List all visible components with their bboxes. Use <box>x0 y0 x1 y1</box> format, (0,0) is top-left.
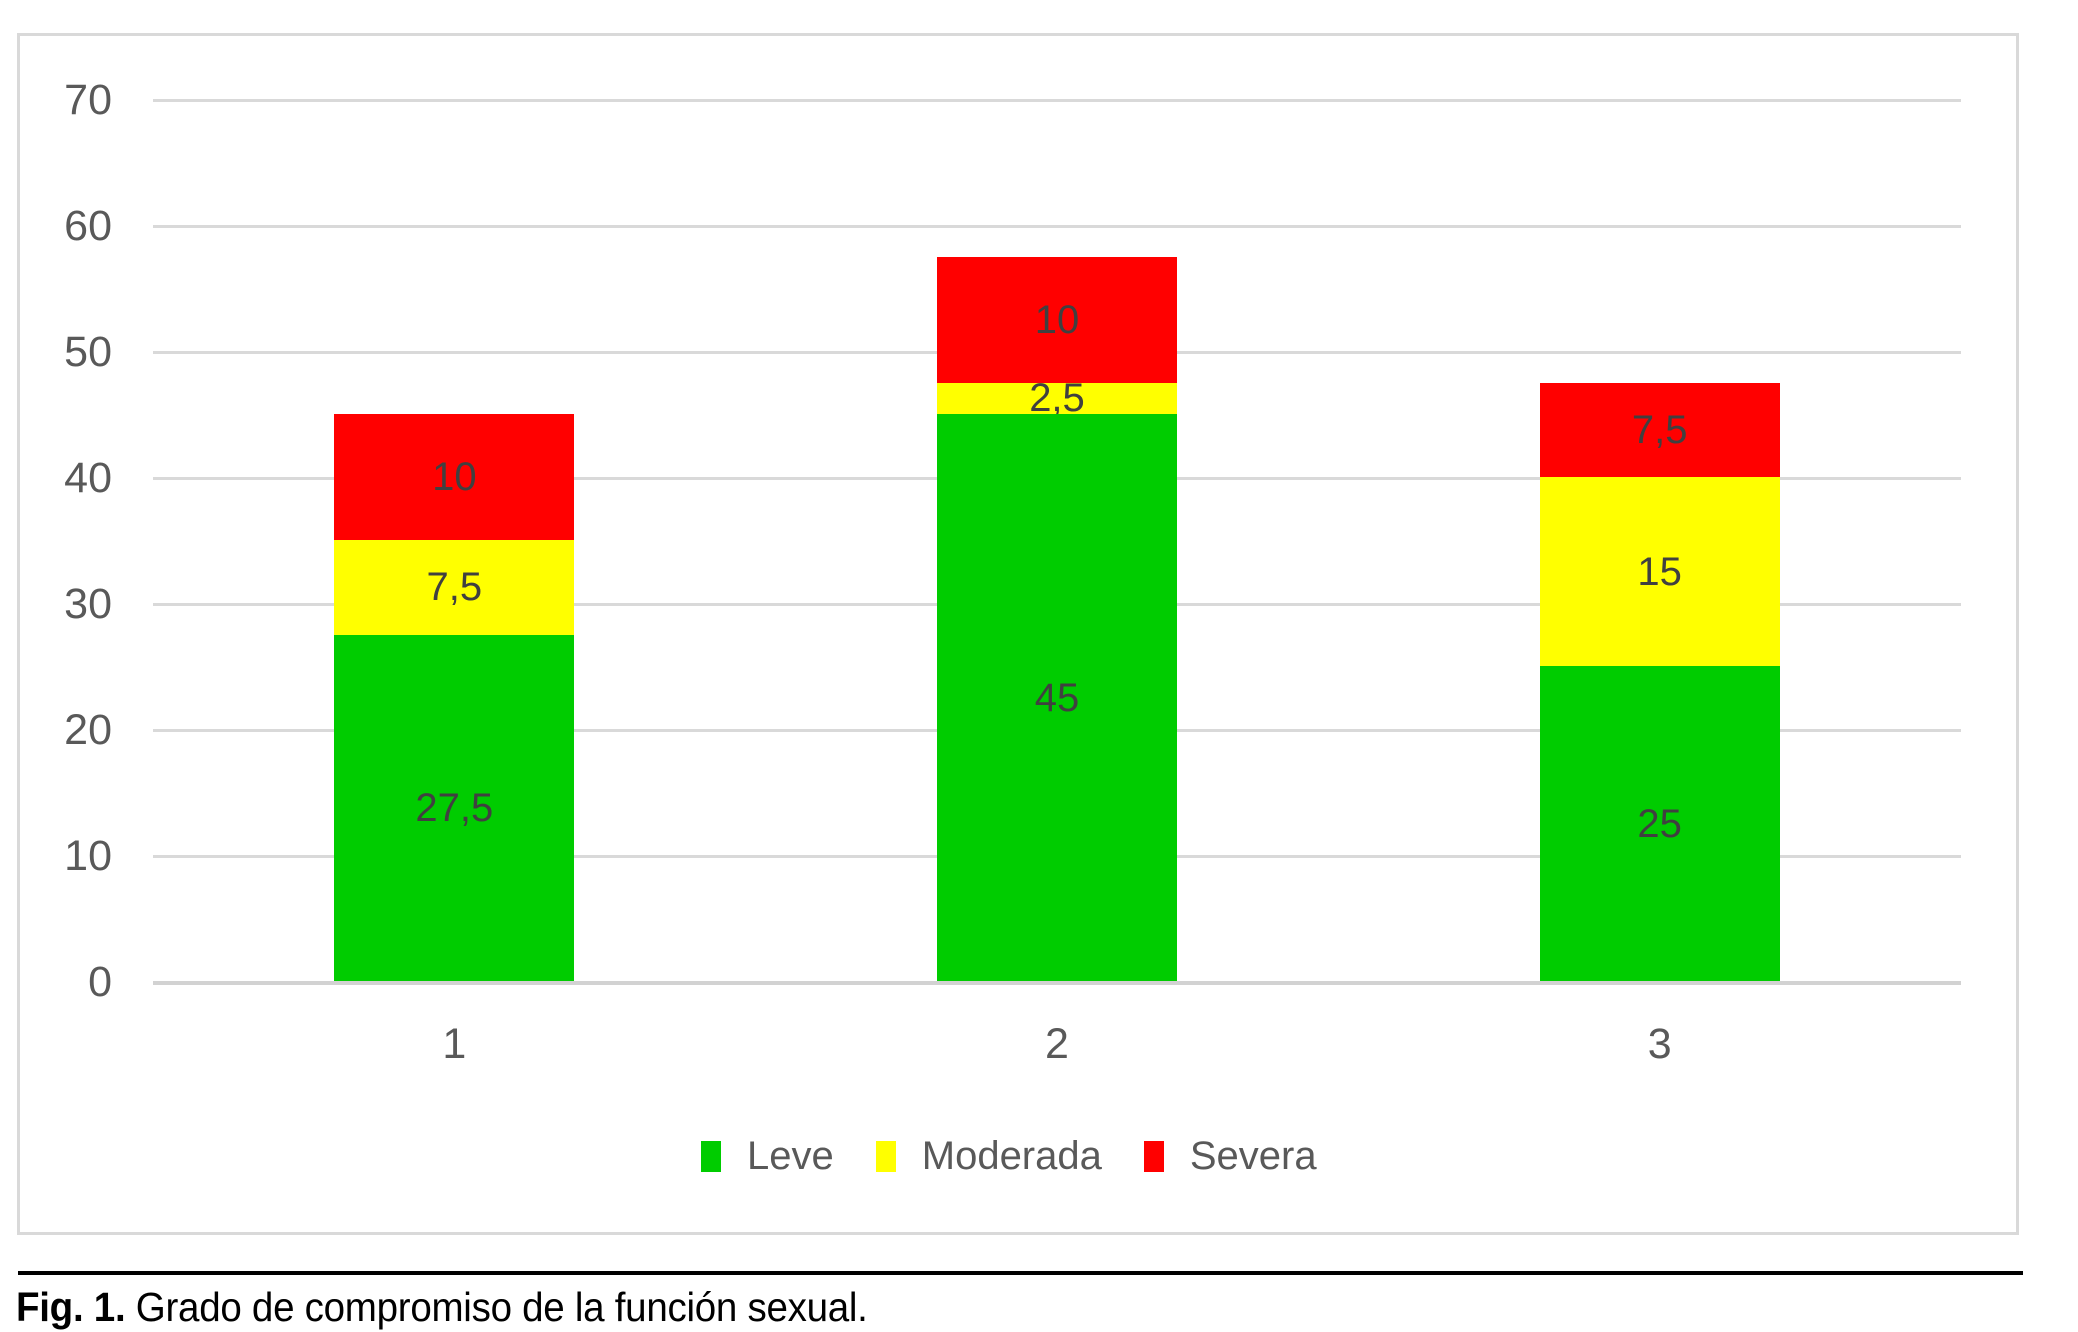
gridline-70 <box>153 99 1961 102</box>
bar-segment-leve-cat-2: 45 <box>937 414 1177 981</box>
chart-legend: Leve Moderada Severa <box>701 1133 1317 1179</box>
bar-segment-severa-cat-1: 10 <box>334 414 575 540</box>
data-label: 10 <box>1034 297 1080 342</box>
x-axis-line <box>153 981 1961 985</box>
y-axis-tick-40: 40 <box>64 454 112 502</box>
figure-caption-text: Grado de compromiso de la función sexual… <box>125 1284 868 1330</box>
legend-swatch-icon <box>1143 1140 1164 1172</box>
legend-label: Leve <box>747 1134 834 1178</box>
legend-item-leve: Leve <box>701 1133 834 1179</box>
figure-caption: Fig. 1. Grado de compromiso de la funció… <box>16 1284 868 1330</box>
bar-segment-moderada-cat-2: 2,5 <box>937 378 1177 418</box>
bar-segment-leve-cat-3: 25 <box>1539 666 1780 981</box>
x-axis-category-2: 2 <box>1045 1020 1069 1068</box>
x-axis-category-1: 1 <box>442 1020 467 1068</box>
data-label: 25 <box>1637 801 1682 846</box>
bar-segment-severa-cat-3: 7,5 <box>1539 382 1780 477</box>
y-axis-tick-60: 60 <box>64 202 112 250</box>
x-axis-category-3: 3 <box>1647 1020 1672 1068</box>
y-axis-tick-20: 20 <box>64 706 112 754</box>
bar-category-1: 10 7,5 27,5 <box>334 414 575 981</box>
y-axis-tick-30: 30 <box>64 580 112 628</box>
caption-divider <box>18 1271 2023 1275</box>
data-label: 7,5 <box>426 565 483 610</box>
y-axis-tick-10: 10 <box>64 832 112 880</box>
bar-segment-leve-cat-1: 27,5 <box>334 634 575 981</box>
bar-segment-moderada-cat-1: 7,5 <box>334 540 575 635</box>
data-label: 7,5 <box>1631 407 1688 452</box>
legend-item-severa: Severa <box>1143 1133 1317 1179</box>
bar-category-2: 10 2,5 45 <box>937 256 1177 981</box>
y-axis-tick-70: 70 <box>64 76 112 124</box>
y-axis-tick-50: 50 <box>64 328 112 376</box>
legend-item-moderada: Moderada <box>875 1133 1102 1179</box>
legend-swatch-icon <box>701 1140 721 1172</box>
gridline-60 <box>153 225 1961 228</box>
legend-label: Severa <box>1189 1134 1317 1178</box>
data-label: 27,5 <box>415 785 494 830</box>
y-axis-tick-0: 0 <box>88 958 112 1006</box>
legend-label: Moderada <box>921 1134 1102 1178</box>
bar-segment-severa-cat-2: 10 <box>937 256 1177 383</box>
figure-caption-label: Fig. 1. <box>16 1284 126 1330</box>
data-label: 45 <box>1034 675 1080 720</box>
data-label: 10 <box>432 455 477 499</box>
bar-segment-moderada-cat-3: 15 <box>1539 477 1780 666</box>
stacked-bar-chart: 0 10 20 30 40 50 60 70 10 7,5 27,5 1 10 2,5 45 2 7,5 15 25… <box>17 33 2019 1235</box>
data-label: 2,5 <box>1029 376 1085 421</box>
data-label: 15 <box>1637 549 1682 594</box>
legend-swatch-icon <box>875 1140 896 1172</box>
bar-category-3: 7,5 15 25 <box>1539 382 1780 981</box>
